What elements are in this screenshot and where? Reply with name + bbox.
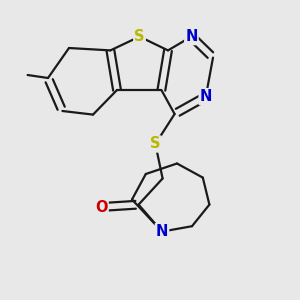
Text: N: N: [156, 224, 168, 239]
Text: O: O: [95, 200, 108, 214]
Text: N: N: [200, 89, 212, 104]
Text: S: S: [134, 29, 145, 44]
Text: S: S: [150, 136, 161, 152]
Text: N: N: [185, 29, 198, 44]
